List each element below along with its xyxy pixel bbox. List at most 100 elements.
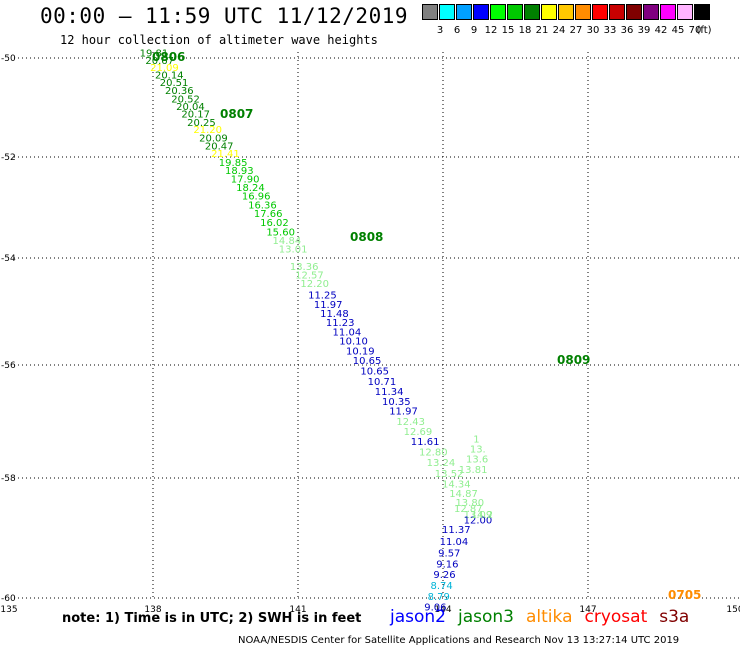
wave-height-label: 21.20 (193, 125, 222, 136)
wave-height-label: 20.47 (205, 142, 234, 153)
colorbar-swatch (507, 4, 523, 20)
lat-tick-label: -54 (1, 254, 16, 264)
colorbar-swatch (439, 4, 455, 20)
colorbar-swatch (541, 4, 557, 20)
colorbar-swatch (694, 4, 710, 20)
wave-height-label: 8.79 (428, 592, 450, 603)
lon-tick-label: 135 (0, 605, 17, 615)
wave-height-label: 12.69 (404, 427, 433, 438)
credit-line: NOAA/NESDIS Center for Satellite Applica… (238, 635, 680, 646)
colorbar-swatch (558, 4, 574, 20)
wave-height-label: 20.51 (160, 78, 189, 89)
satellite-legend: jason2 jason3 altika cryosat s3a (390, 607, 701, 627)
wave-height-label: 11.48 (320, 309, 349, 320)
wave-height-label: 20.09 (199, 134, 228, 145)
legend-cryosat: cryosat (584, 607, 648, 627)
wave-height-label: 11.04 (333, 328, 362, 339)
lon-tick-label: 141 (289, 605, 306, 615)
wave-height-label: 10.71 (368, 377, 397, 388)
wave-height-label: 13.09 (464, 510, 493, 521)
wave-height-label: 20.04 (176, 102, 205, 113)
wave-height-label: 9.26 (433, 570, 455, 581)
wave-height-label: 21.41 (211, 149, 240, 160)
colorbar-label: 9 (470, 25, 478, 36)
wave-height-label: 9.57 (438, 549, 460, 560)
wave-height-label: 10.65 (360, 367, 389, 378)
legend-jason2: jason2 (390, 607, 446, 627)
wave-height-label: 10.10 (339, 337, 368, 348)
wave-height-label: 20.17 (181, 109, 210, 120)
colorbar-swatch (575, 4, 591, 20)
wave-height-label: 11.04 (440, 537, 469, 548)
wave-height-label: 10.19 (346, 346, 375, 357)
pass-time-label: 0809 (557, 353, 590, 367)
colorbar-swatch (660, 4, 676, 20)
colorbar-label: 36 (620, 25, 634, 36)
wave-height-label: 14.34 (442, 480, 471, 491)
time-labels: 0806 0807 0808 0809 0705 (152, 50, 701, 602)
colorbar-label: 39 (637, 25, 651, 36)
lat-tick-label: -56 (1, 361, 16, 371)
colorbar-label: 21 (535, 25, 549, 36)
colorbar-swatch (643, 4, 659, 20)
colorbar-label: 70 (688, 25, 702, 36)
colorbar-label: 30 (586, 25, 600, 36)
colorbar-label: 6 (453, 25, 461, 36)
lon-tick-label: 150 (726, 605, 740, 615)
legend-altika: altika (526, 607, 573, 627)
colorbar-swatch (592, 4, 608, 20)
wave-height-label: 12.00 (464, 516, 493, 527)
wave-height-label: 13. (470, 445, 486, 456)
wave-height-label: 12.87 (454, 504, 483, 515)
map-subtitle: 12 hour collection of altimeter wave hei… (60, 33, 378, 47)
map-grid: 135 138 141 144 147 150 -50 -52 -54 -56 -58 -60 (0, 52, 740, 615)
lon-tick-label: 144 (434, 605, 451, 615)
wave-height-label: 9.06 (424, 603, 446, 614)
wave-height-label: 11.61 (411, 437, 440, 448)
wave-height-label: 13.81 (459, 465, 488, 476)
colorbar-label: 27 (569, 25, 583, 36)
wave-height-label: 9.16 (436, 559, 458, 570)
wave-height-label: 12.20 (300, 279, 329, 290)
wave-height-label: 18.24 (236, 183, 265, 194)
lon-tick-label: 138 (144, 605, 161, 615)
colorbar-label: 18 (518, 25, 532, 36)
colorbar-swatch (677, 4, 693, 20)
lon-tick-label: 147 (579, 605, 596, 615)
wave-height-label: 20.14 (155, 70, 184, 81)
lat-tick-label: -50 (1, 54, 16, 64)
colorbar-swatch (524, 4, 540, 20)
wave-height-label: 13.24 (427, 458, 456, 469)
wave-height-label: 13.52 (435, 469, 464, 480)
map-title: 00:00 — 11:59 UTC 11/12/2019 (40, 4, 409, 28)
wave-height-label: 19.85 (219, 158, 248, 169)
colorbar-label: 33 (603, 25, 617, 36)
wave-height-label: 21.09 (150, 63, 179, 74)
wave-height-label: 14.84 (273, 236, 302, 247)
pass-time-label: 0806 (152, 50, 185, 64)
wave-height-label: 16.36 (248, 201, 277, 212)
wave-height-label: 13.80 (455, 498, 484, 509)
wave-height-label: 16.02 (260, 218, 289, 229)
wave-height-label: 14.2 (471, 510, 493, 521)
wave-height-label: 20.67 (145, 56, 174, 67)
wave-height-label: 11.25 (308, 291, 337, 302)
wave-height-label: 13.36 (290, 262, 319, 273)
colorbar-label: 12 (484, 25, 498, 36)
wave-height-label: 13.6 (466, 455, 488, 466)
wave-height-label: 15.60 (266, 227, 295, 238)
pass-time-label: 0705 (668, 588, 701, 602)
colorbar-swatch (456, 4, 472, 20)
colorbar-label: 24 (552, 25, 566, 36)
colorbar-swatch (473, 4, 489, 20)
wave-height-label: 12.57 (295, 270, 324, 281)
wave-height-label: 14.87 (449, 489, 478, 500)
wave-height-label: 11.97 (314, 300, 343, 311)
colorbar-swatch (609, 4, 625, 20)
wave-height-label: 8.74 (430, 581, 452, 592)
wave-height-label: 16.96 (242, 191, 271, 202)
lat-tick-label: -52 (1, 153, 16, 163)
wave-height-label: 17.66 (254, 209, 283, 220)
colorbar-label: 45 (671, 25, 685, 36)
wave-height-label: 10.65 (353, 356, 382, 367)
